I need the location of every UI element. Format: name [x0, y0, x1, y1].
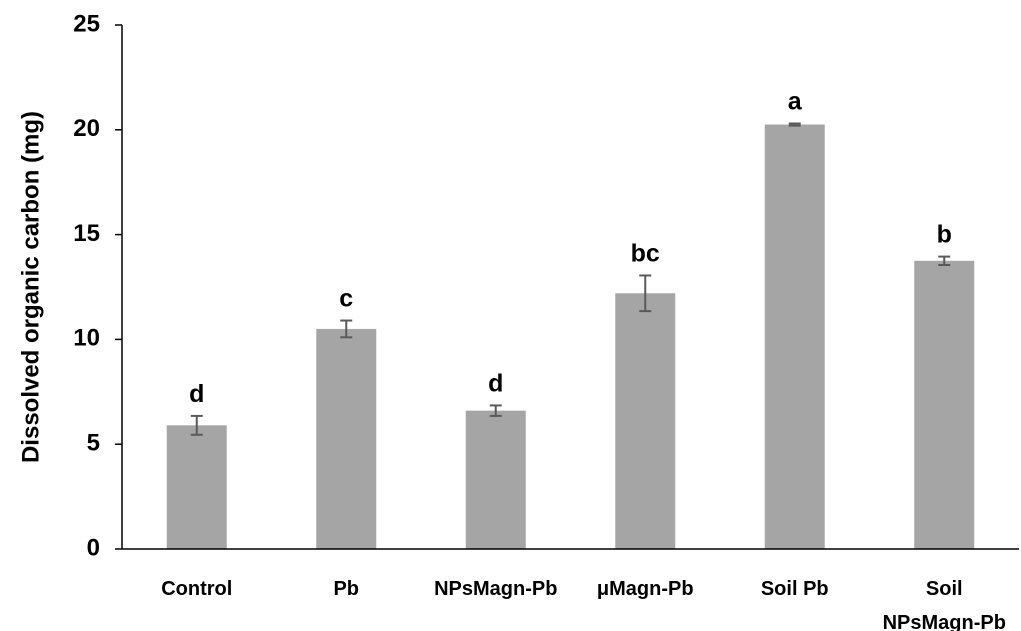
- error-bar: [190, 414, 203, 436]
- x-category-label: Pb: [333, 578, 359, 600]
- bar: [316, 328, 377, 549]
- significance-letter: d: [189, 380, 204, 408]
- bar: [166, 425, 227, 549]
- x-category-label-line: Soil Pb: [761, 578, 829, 600]
- bar: [914, 260, 975, 549]
- significance-letter: c: [339, 285, 353, 313]
- significance-letter: d: [488, 369, 503, 397]
- axes-group: [115, 24, 1019, 550]
- significance-letter: bc: [631, 239, 660, 267]
- x-category-label-line: Control: [161, 578, 232, 600]
- significance-letter: b: [937, 221, 952, 249]
- y-tick-label: 0: [87, 534, 100, 561]
- x-category-label-line: μMagn-Pb: [597, 578, 694, 600]
- significance-letters-group: d c d bc a b: [189, 88, 952, 408]
- y-axis-title: Dissolved organic carbon (mg): [17, 111, 44, 463]
- x-category-label: NPsMagn-Pb: [434, 578, 557, 600]
- x-category-labels-group: Control Pb NPsMagn-Pb μMagn-Pb Soil Pb Soil NP…: [161, 578, 1006, 631]
- bar: [615, 293, 676, 549]
- bar: [764, 124, 825, 549]
- error-bar: [938, 255, 951, 266]
- significance-letter: a: [788, 88, 803, 116]
- x-category-label: Control: [161, 578, 232, 600]
- y-tick-label: 5: [87, 430, 100, 457]
- bars-group: [166, 124, 975, 549]
- bar: [465, 410, 526, 549]
- y-tick-label: 20: [73, 115, 100, 142]
- error-bar: [489, 404, 502, 417]
- y-tick-label: 15: [73, 220, 100, 247]
- error-bars-group: [190, 122, 951, 436]
- error-bar: [788, 122, 801, 127]
- y-tick-label: 10: [73, 325, 100, 352]
- x-category-label-line: Pb: [333, 578, 359, 600]
- x-category-label: μMagn-Pb: [597, 578, 694, 600]
- x-category-label: Soil Pb: [761, 578, 829, 600]
- x-category-label-line: NPsMagn-Pb: [434, 578, 557, 600]
- y-axis-title-group: Dissolved organic carbon (mg): [17, 111, 44, 463]
- x-category-label-line: NPsMagn-Pb: [883, 612, 1006, 631]
- error-bar: [340, 319, 353, 339]
- y-tick-label: 25: [73, 10, 100, 37]
- error-bar: [639, 274, 652, 313]
- x-category-label-line: Soil: [926, 578, 963, 600]
- x-category-label: Soil NPsMagn-Pb: [883, 578, 1006, 631]
- y-tick-labels-group: 0 5 10 15 20 25: [73, 10, 100, 561]
